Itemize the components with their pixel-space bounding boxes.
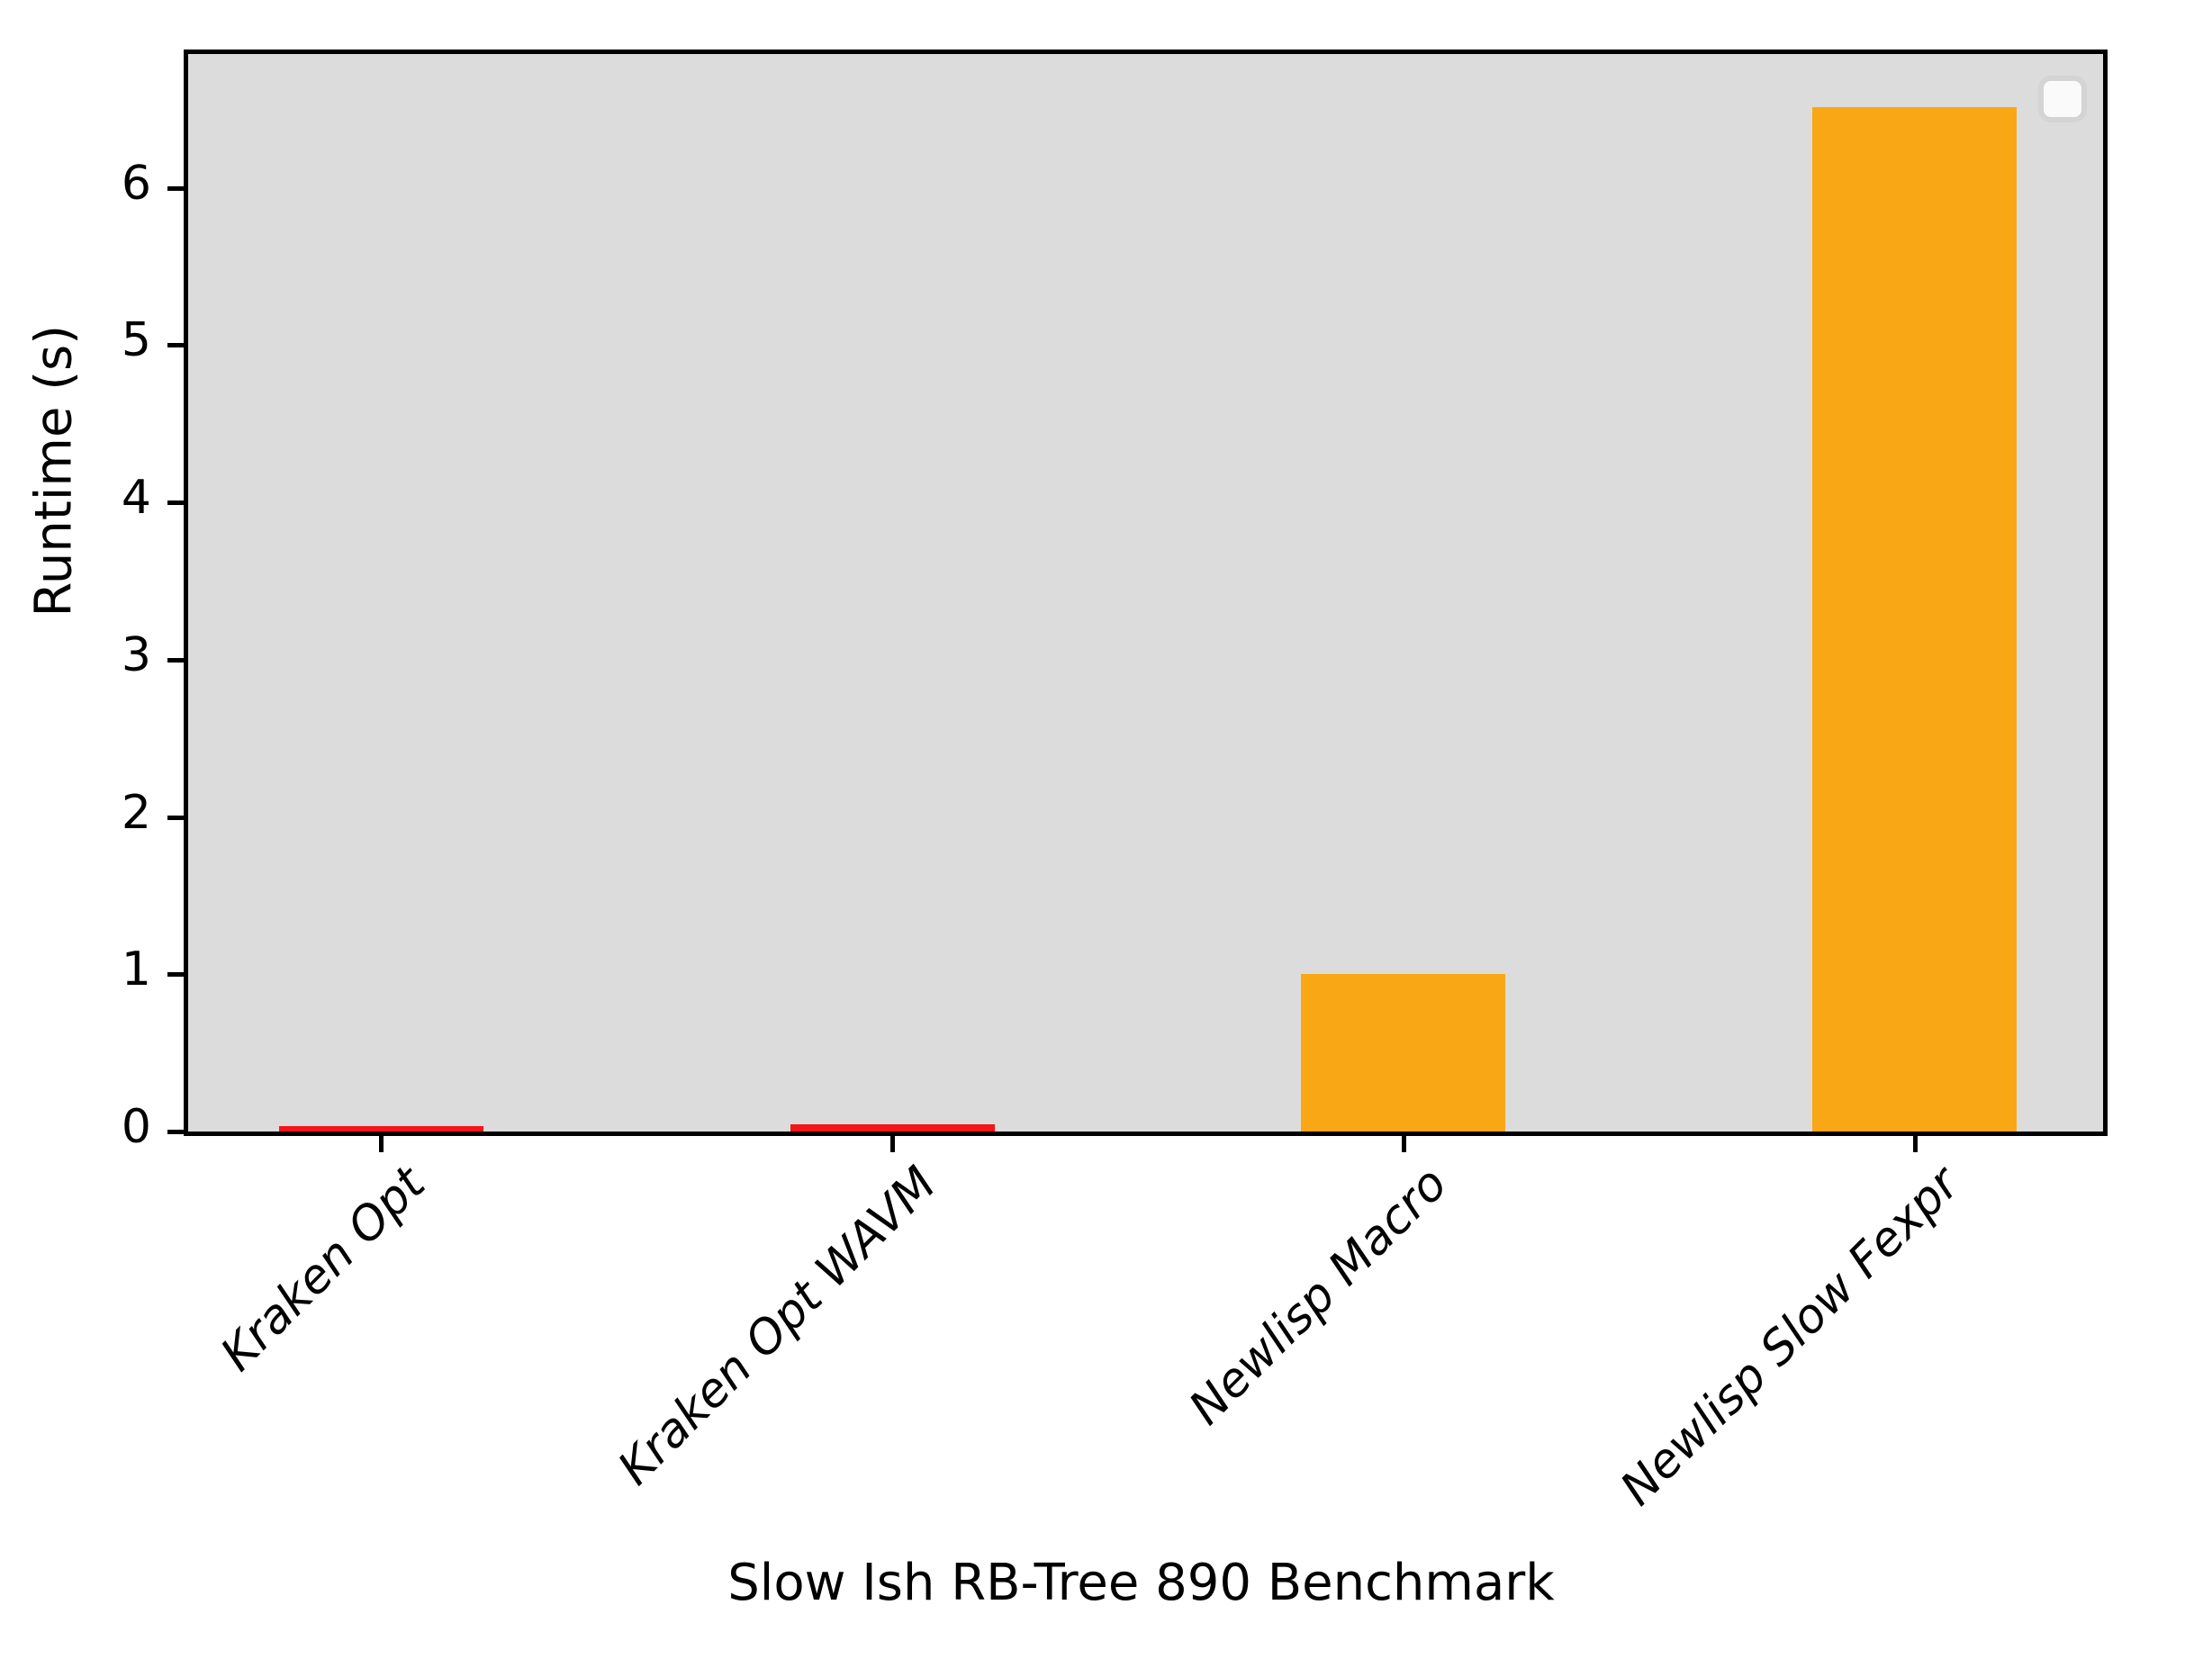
x-category-label: Kraken Opt: [211, 1157, 436, 1382]
y-tick-mark: [167, 972, 184, 977]
x-tick-mark: [1402, 1136, 1406, 1152]
y-tick-mark: [167, 186, 184, 191]
y-tick-label: 2: [121, 786, 151, 840]
y-tick-mark: [167, 1130, 184, 1134]
y-tick-mark: [167, 816, 184, 820]
x-axis-label: Slow Ish RB-Tree 890 Benchmark: [727, 1554, 1555, 1612]
legend-box: [2038, 76, 2087, 122]
y-tick-label: 4: [121, 471, 151, 525]
y-tick-label: 1: [121, 942, 151, 996]
y-tick-label: 3: [121, 628, 151, 682]
bar-kraken-opt-wavm: [790, 1124, 995, 1132]
y-tick-mark: [167, 500, 184, 505]
x-tick-mark: [1913, 1136, 1918, 1152]
x-category-label: Kraken Opt WAVM: [608, 1157, 947, 1496]
y-tick-label: 5: [121, 313, 151, 367]
bar-kraken-opt: [279, 1126, 483, 1132]
bar-newlisp-slow-fexpr: [1812, 107, 2017, 1132]
x-tick-mark: [890, 1136, 895, 1152]
y-tick-label: 6: [121, 157, 151, 211]
y-axis-label: Runtime (s): [24, 324, 84, 618]
bar-newlisp-macro: [1301, 974, 1505, 1132]
x-category-label: Newlisp Slow Fexpr: [1610, 1157, 1970, 1517]
y-tick-mark: [167, 658, 184, 663]
y-tick-mark: [167, 343, 184, 347]
plot-area: [167, 50, 2108, 1152]
x-tick-mark: [379, 1136, 384, 1152]
x-category-label: Newlisp Macro: [1178, 1157, 1458, 1436]
y-tick-label: 0: [121, 1100, 151, 1154]
